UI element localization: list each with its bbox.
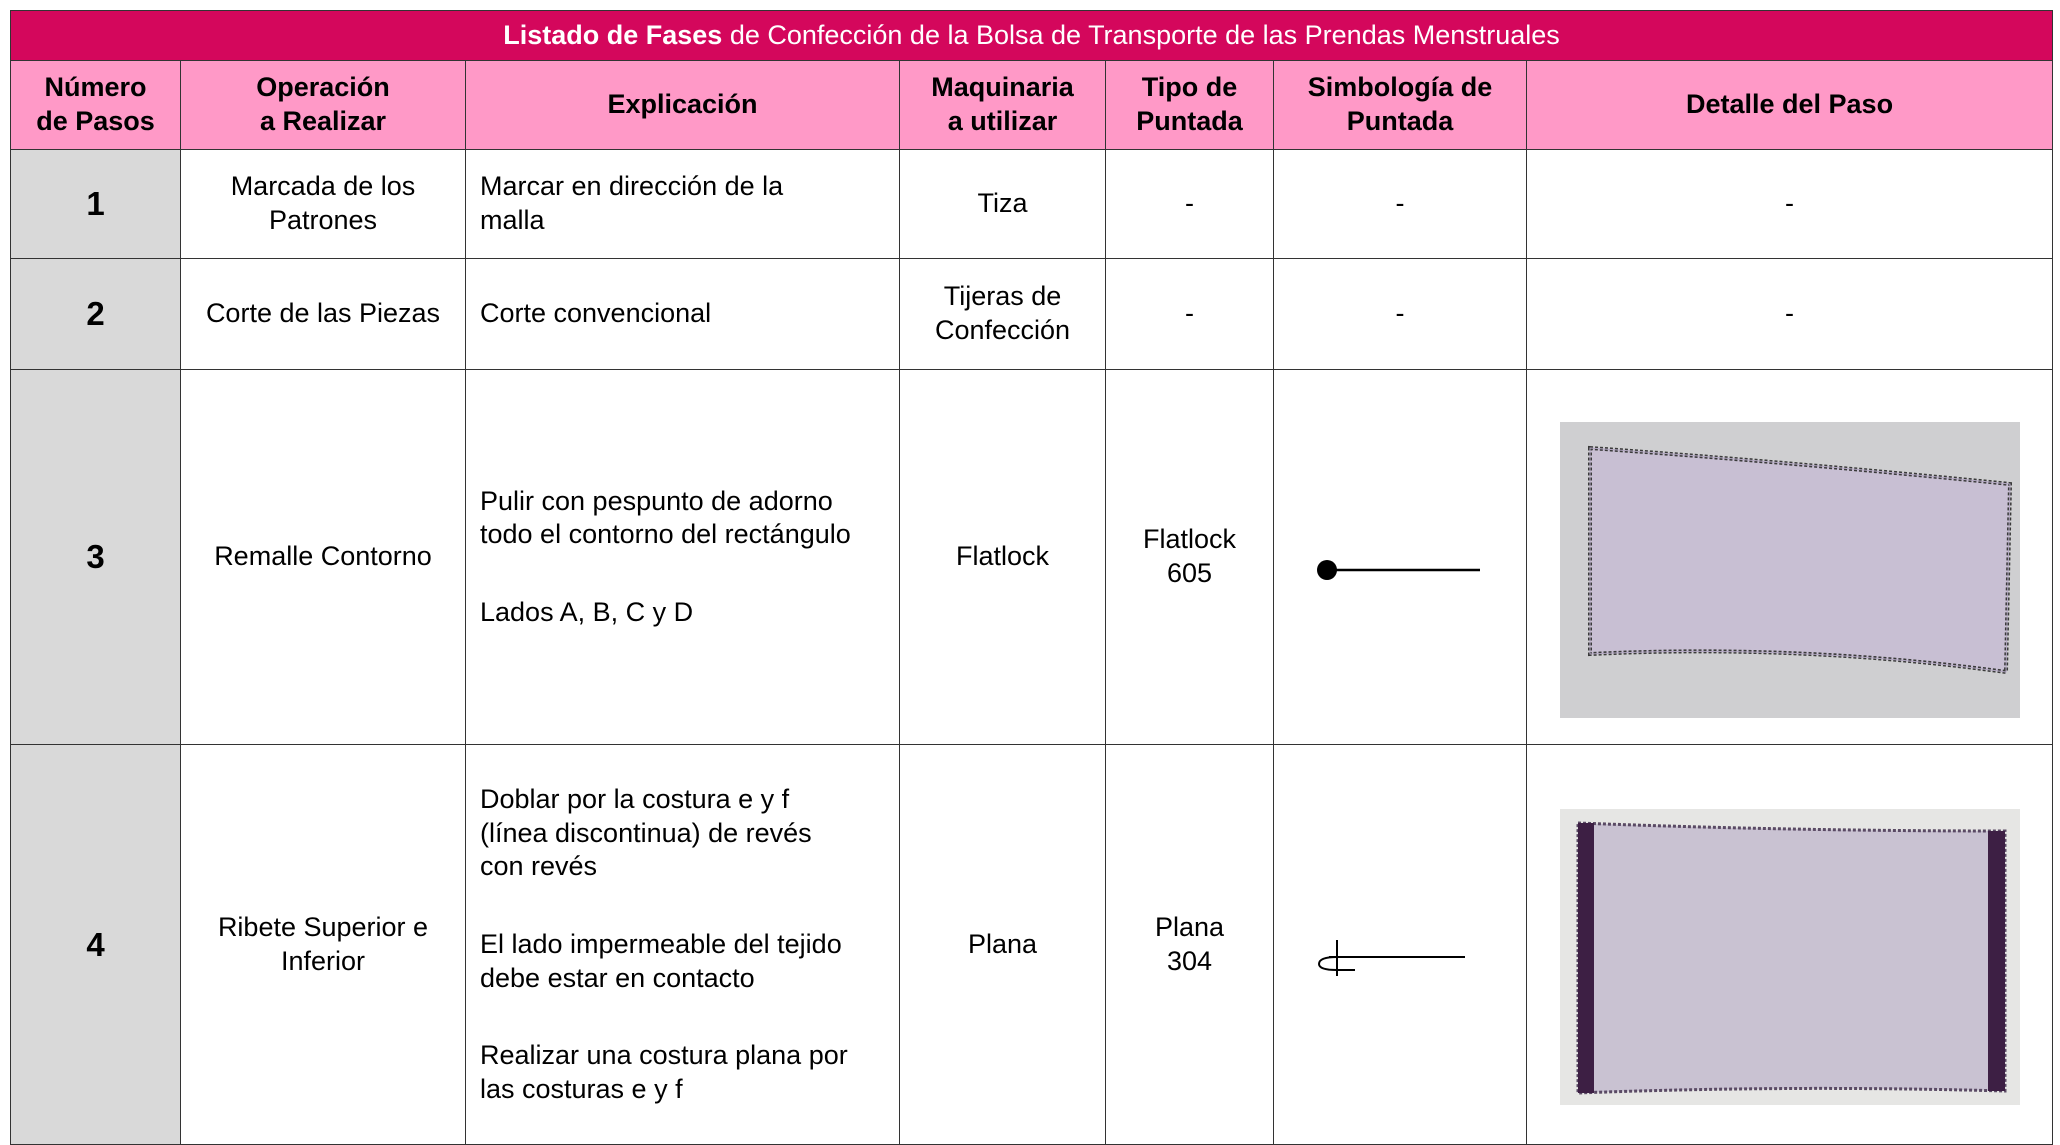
paragraph: Realizar una costura plana por las costu… [480,1040,848,1104]
detail-photo [1559,809,2020,1106]
title-row: Listado de Fases de Confección de la Bol… [9,10,2054,61]
title-bold: Listado de Fases [503,19,723,50]
header: Maquinaria a utilizar [899,60,1106,150]
step: 1 [10,149,181,259]
step: 3 [10,369,181,745]
operation: Ribete Superior e Inferior [180,743,466,1145]
stitch-type: - [1105,258,1274,370]
operation: Remalle Contorno [180,369,466,745]
header: Simbología de Puntada [1273,60,1527,150]
row: 3 Remalle Contorno Pulir con pespunto de… [10,369,2054,745]
plana-symbol [1317,940,1465,977]
header: Explicación [465,60,900,150]
machine: Tiza [899,149,1106,259]
header: Tipo de Puntada [1105,60,1274,150]
step: 2 [10,258,181,370]
detail: - [1525,149,2054,259]
paragraph: Doblar por la costura e y f (línea disco… [480,783,812,882]
phases-table: Listado de Fases de Confección de la Bol… [9,10,2054,1145]
title-rest: de Confección de la Bolsa de Transporte … [729,19,1560,50]
explanation: Doblar por la costura e y f (línea disco… [465,743,900,1145]
row: 2 Corte de las Piezas Corte convencional… [10,258,2054,370]
explanation: Corte convencional [465,258,900,370]
explanation: Pulir con pespunto de adorno todo el con… [465,369,900,745]
header: Operación a Realizar [180,60,466,150]
explanation: Marcar en dirección de la malla [465,149,900,259]
header-row: Número de Pasos Operación a Realizar Exp… [10,60,2054,150]
operation: Marcada de los Patrones [180,149,466,259]
machine: Plana [899,743,1106,1145]
paragraph: Pulir con pespunto de adorno todo el con… [480,485,851,550]
symbol: - [1273,149,1527,259]
table-title: Listado de Fases de Confección de la Bol… [9,10,2054,61]
detail [1525,369,2054,745]
detail [1525,743,2054,1145]
flatlock-symbol [1317,559,1480,580]
symbol [1273,369,1527,745]
row: 4 Ribete Superior e Inferior Doblar por … [10,743,2054,1145]
symbol [1273,743,1527,1145]
header: Número de Pasos [10,60,181,150]
step: 4 [10,743,181,1145]
paragraph: Corte convencional [480,298,712,329]
detail-photo [1559,421,2020,718]
paragraph: Marcar en dirección de la malla [480,171,784,235]
stitch-type: Flatlock 605 [1105,369,1274,745]
page: Listado de Fases de Confección de la Bol… [9,10,2054,1145]
machine: Tijeras de Confección [899,258,1106,370]
machine: Flatlock [899,369,1106,745]
operation: Corte de las Piezas [180,258,466,370]
paragraph: Lados A, B, C y D [480,596,694,627]
row: 1 Marcada de los Patrones Marcar en dire… [10,149,2054,259]
stitch-type: Plana 304 [1105,743,1274,1145]
symbol: - [1273,258,1527,370]
detail: - [1525,258,2054,370]
stitch-type: - [1105,149,1274,259]
paragraph: El lado impermeable del tejido debe esta… [480,928,842,993]
header: Detalle del Paso [1525,60,2054,150]
